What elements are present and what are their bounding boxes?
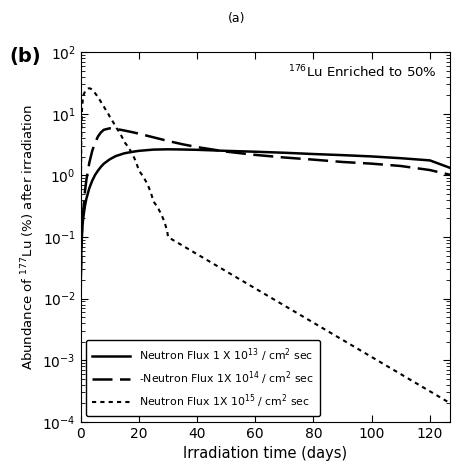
Legend: Neutron Flux 1 X 10$^{13}$ / cm$^2$ sec, -Neutron Flux 1X 10$^{14}$ / cm$^2$ sec: Neutron Flux 1 X 10$^{13}$ / cm$^2$ sec,… <box>86 340 320 417</box>
Text: (b): (b) <box>9 47 41 66</box>
X-axis label: Irradiation time (days): Irradiation time (days) <box>183 447 347 461</box>
Text: (a): (a) <box>228 12 246 26</box>
Y-axis label: Abundance of $^{177}$Lu (%) after irradiation: Abundance of $^{177}$Lu (%) after irradi… <box>19 104 36 370</box>
Text: $^{176}$Lu Enriched to 50%: $^{176}$Lu Enriched to 50% <box>288 63 437 80</box>
